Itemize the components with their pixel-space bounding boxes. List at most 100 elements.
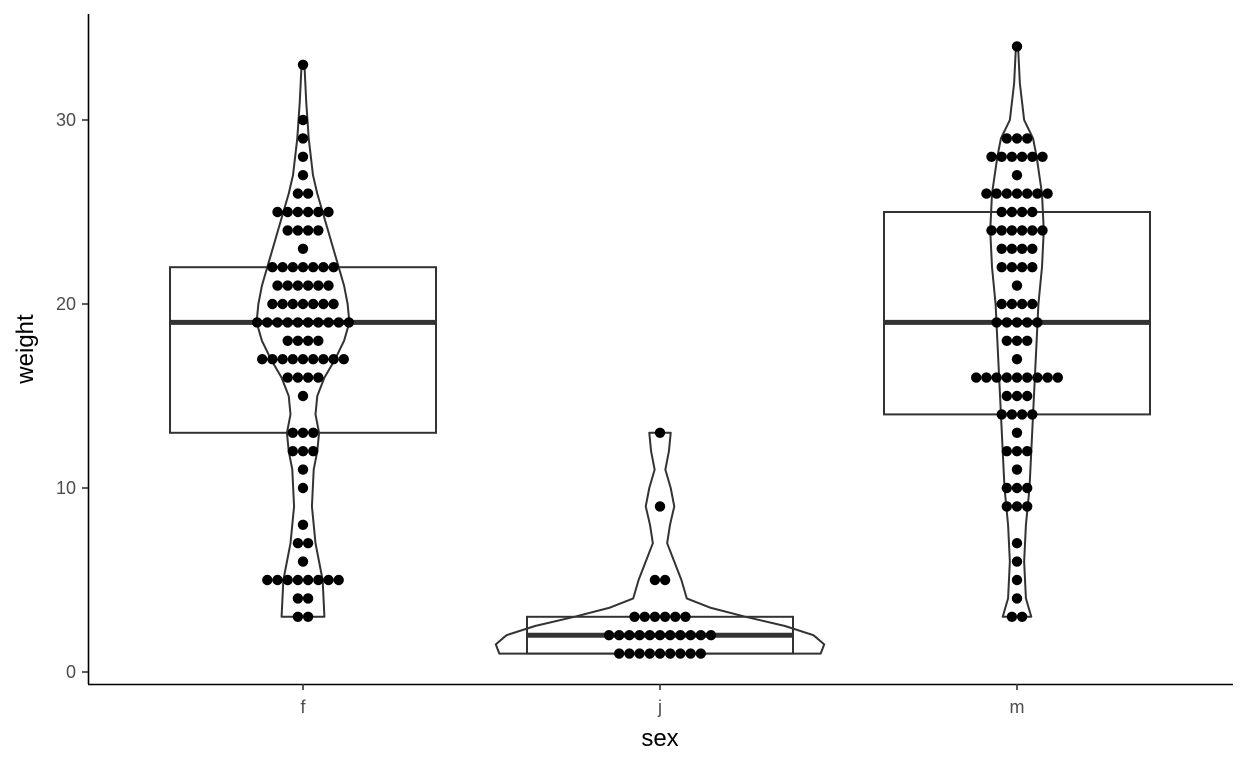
dot-f: [313, 372, 324, 383]
dot-m: [1021, 133, 1033, 144]
dot-f: [292, 335, 304, 346]
dot-f: [333, 574, 344, 586]
dot-m: [1021, 390, 1033, 402]
dot-j: [685, 648, 696, 659]
dot-m: [1021, 335, 1033, 346]
dot-f: [302, 574, 314, 586]
dot-m: [1011, 354, 1023, 365]
dot-f: [297, 262, 309, 273]
dot-m: [1011, 170, 1023, 181]
dots-layer: [251, 41, 1064, 659]
dot-j: [659, 611, 671, 622]
dot-m: [996, 225, 1007, 236]
dot-m: [1021, 501, 1033, 512]
dot-f: [302, 611, 314, 622]
dot-m: [1011, 538, 1023, 549]
dot-m: [1001, 317, 1012, 328]
dot-m: [1021, 317, 1033, 328]
dot-f: [318, 298, 329, 310]
dot-f: [308, 298, 319, 310]
dot-j: [639, 611, 650, 622]
dot-j: [675, 630, 686, 641]
dot-f: [262, 317, 273, 328]
dot-m: [1006, 409, 1018, 420]
dot-f: [292, 225, 304, 236]
dot-m: [1027, 243, 1038, 254]
dot-f: [318, 354, 329, 365]
dot-f: [297, 243, 309, 254]
dot-m: [1011, 464, 1023, 475]
dot-f: [282, 335, 293, 346]
dot-f: [333, 317, 344, 328]
dot-m: [1011, 41, 1023, 52]
dot-m: [996, 206, 1007, 218]
dot-m: [981, 372, 992, 383]
dot-m: [1011, 188, 1023, 199]
dot-m: [1011, 482, 1023, 494]
dot-m: [1001, 390, 1012, 402]
dot-m: [1027, 151, 1038, 162]
dot-f: [297, 298, 309, 310]
dot-j: [695, 648, 706, 659]
dot-f: [282, 372, 293, 383]
dot-f: [277, 262, 288, 273]
axes-layer: [87, 14, 1233, 686]
dot-m: [1027, 298, 1038, 310]
dot-f: [338, 354, 349, 365]
dot-f: [287, 354, 298, 365]
y-tick-label-30: 30: [56, 110, 76, 130]
dot-f: [272, 206, 283, 218]
dot-m: [991, 372, 1002, 383]
dot-f: [272, 574, 283, 586]
dot-f: [287, 427, 298, 438]
y-tick-label-0: 0: [66, 662, 76, 682]
dot-f: [292, 280, 304, 291]
dot-j: [649, 611, 661, 622]
dot-j: [685, 630, 696, 641]
dot-m: [991, 317, 1002, 328]
dot-f: [262, 574, 273, 586]
dot-f: [302, 335, 314, 346]
dot-f: [297, 390, 309, 402]
dot-f: [323, 574, 334, 586]
dot-m: [1037, 225, 1048, 236]
dot-f: [297, 114, 309, 126]
dot-j: [659, 574, 671, 586]
dot-f: [313, 280, 324, 291]
dot-m: [971, 372, 982, 383]
dot-m: [991, 188, 1002, 199]
dot-m: [1001, 335, 1012, 346]
dot-j: [654, 427, 666, 438]
dot-m: [1016, 611, 1028, 622]
dot-j: [634, 630, 645, 641]
dot-f: [287, 298, 298, 310]
dot-m: [1001, 482, 1012, 494]
dot-f: [323, 317, 334, 328]
dot-m: [1011, 501, 1023, 512]
dot-m: [1006, 262, 1018, 273]
dot-m: [986, 225, 997, 236]
violins-layer: [255, 45, 1045, 655]
dot-f: [328, 262, 339, 273]
dot-j: [680, 611, 691, 622]
dot-m: [1001, 446, 1012, 457]
dot-m: [1037, 151, 1048, 162]
dot-f: [292, 574, 304, 586]
dot-m: [1016, 243, 1028, 254]
dot-m: [1032, 372, 1043, 383]
dot-f: [272, 317, 283, 328]
dot-m: [996, 151, 1007, 162]
dot-f: [282, 225, 293, 236]
dot-f: [328, 354, 339, 365]
dot-m: [1011, 317, 1023, 328]
dot-m: [1011, 574, 1023, 586]
dot-f: [308, 427, 319, 438]
dot-f: [282, 206, 293, 218]
dot-f: [323, 280, 334, 291]
dot-f: [297, 354, 309, 365]
dot-m: [1006, 243, 1018, 254]
dot-m: [1011, 556, 1023, 567]
dot-m: [1027, 225, 1038, 236]
dot-f: [302, 225, 314, 236]
